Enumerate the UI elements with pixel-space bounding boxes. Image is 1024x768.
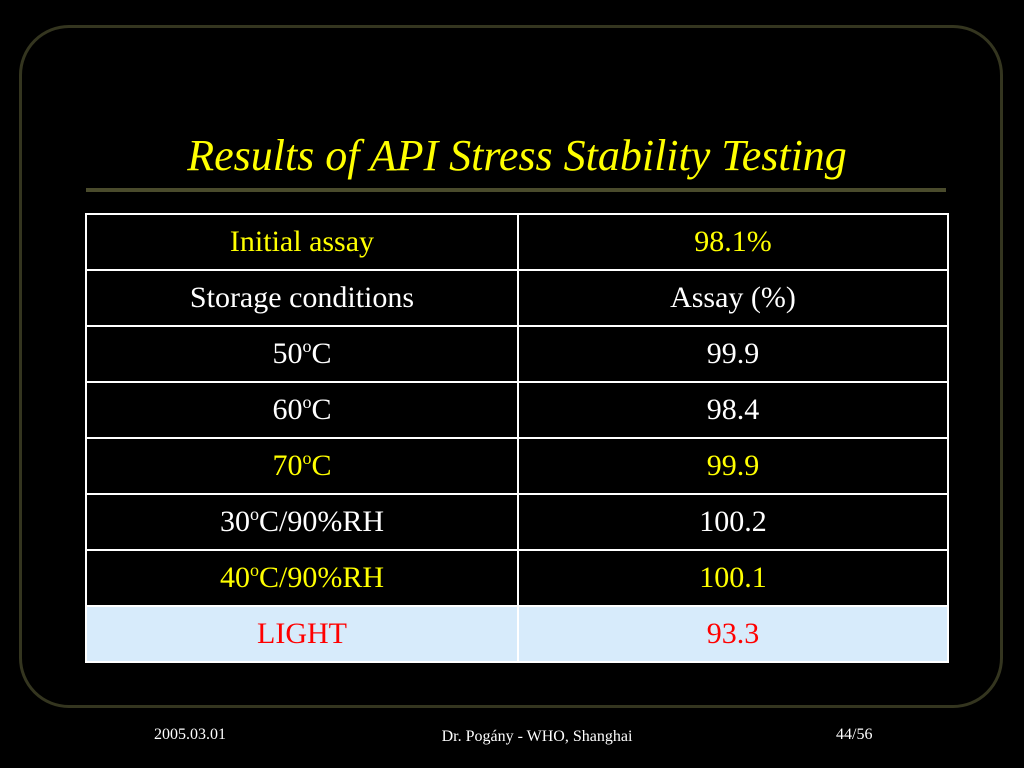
column-header-assay: Assay (%)	[517, 269, 949, 327]
slide-title: Results of API Stress Stability Testing	[187, 131, 847, 180]
table-row-header: Storage conditions Assay (%)	[85, 269, 949, 327]
row-label: LIGHT	[85, 605, 519, 663]
row-value: 98.4	[517, 381, 949, 439]
row-value: 100.2	[517, 493, 949, 551]
table-row-light: LIGHT 93.3	[85, 605, 949, 663]
table-row-40c-90rh: 40oC/90%RH 100.1	[85, 549, 949, 607]
footer-author: Dr. Pogány - WHO, Shanghai	[441, 728, 633, 745]
table-row-50c: 50oC 99.9	[85, 325, 949, 383]
row-value: 99.9	[517, 325, 949, 383]
footer-date: 2005.03.01	[154, 726, 226, 743]
title-divider	[86, 188, 946, 192]
row-value: 98.1%	[517, 213, 949, 271]
table-row-30c-90rh: 30oC/90%RH 100.2	[85, 493, 949, 551]
slide-frame	[19, 25, 1003, 708]
row-label: 30oC/90%RH	[85, 493, 519, 551]
row-value: 100.1	[517, 549, 949, 607]
row-value: 99.9	[517, 437, 949, 495]
table-row-60c: 60oC 98.4	[85, 381, 949, 439]
column-header-conditions: Storage conditions	[85, 269, 519, 327]
footer-page-number: 44/56	[836, 726, 873, 743]
row-label: 70oC	[85, 437, 519, 495]
row-label: Initial assay	[85, 213, 519, 271]
table-row-70c: 70oC 99.9	[85, 437, 949, 495]
row-value: 93.3	[517, 605, 949, 663]
row-label: 40oC/90%RH	[85, 549, 519, 607]
results-table: Initial assay 98.1% Storage conditions A…	[85, 213, 949, 663]
row-label: 60oC	[85, 381, 519, 439]
row-label: 50oC	[85, 325, 519, 383]
table-row-initial-assay: Initial assay 98.1%	[85, 213, 949, 271]
